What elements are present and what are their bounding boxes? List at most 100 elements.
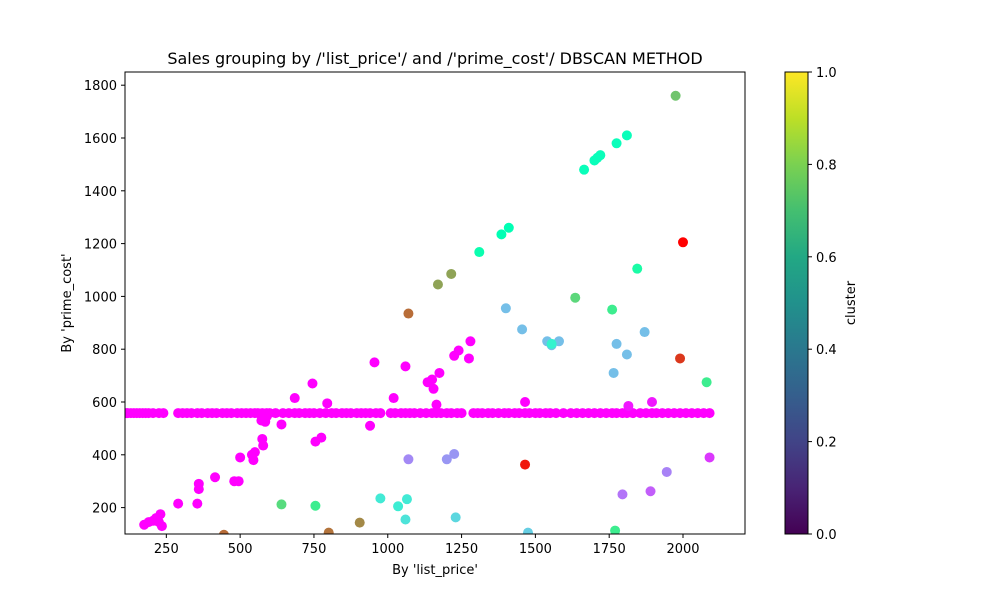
data-point [670, 90, 681, 101]
x-tick-label: 1750 [593, 542, 626, 557]
y-tick-label: 1200 [84, 238, 117, 253]
data-point [173, 498, 184, 509]
data-point [570, 292, 581, 303]
data-point [579, 164, 590, 175]
y-tick-label: 800 [92, 343, 117, 358]
data-point [611, 138, 622, 149]
data-point [156, 521, 167, 532]
data-point [316, 432, 327, 443]
data-point [218, 529, 229, 534]
data-point [233, 476, 244, 487]
colorbar-tick-label: 0.0 [816, 528, 837, 543]
data-point [675, 353, 686, 364]
colorbar-gradient [784, 71, 809, 535]
data-point [375, 493, 386, 504]
data-point [704, 408, 715, 419]
y-tick-label: 1600 [84, 132, 117, 147]
data-point [403, 454, 414, 465]
colorbar-tick-label: 0.8 [816, 158, 837, 173]
colorbar-tick-label: 1.0 [816, 66, 837, 81]
data-point [310, 500, 321, 511]
data-point [645, 486, 656, 497]
data-point [704, 452, 715, 463]
data-point [678, 237, 688, 248]
data-point [249, 447, 260, 458]
data-point [258, 440, 269, 451]
y-tick-label: 200 [92, 502, 117, 517]
colorbar-tick-label: 0.6 [816, 251, 837, 266]
x-axis-label: By 'list_price' [392, 563, 478, 578]
data-point [465, 336, 476, 347]
data-point [428, 383, 439, 394]
data-point [158, 408, 169, 419]
data-point [621, 349, 632, 360]
data-point [453, 345, 464, 356]
data-point [608, 367, 619, 378]
colorbar-tick-label: 0.4 [816, 343, 837, 358]
data-point [441, 454, 452, 465]
data-point [270, 408, 281, 419]
y-tick-label: 400 [92, 449, 117, 464]
data-point [456, 408, 467, 419]
data-point [192, 498, 203, 509]
x-axis-ticks: 250 500 750 1000 1250 1500 1750 2000 [154, 534, 700, 557]
x-tick-label: 1500 [519, 542, 552, 557]
data-point [401, 494, 412, 505]
data-point [446, 268, 457, 279]
scatter-points [125, 90, 715, 534]
plot-area [124, 71, 746, 535]
data-point [450, 512, 461, 523]
data-point [193, 478, 204, 489]
data-point [632, 263, 643, 274]
y-axis-ticks: 200 400 600 800 1000 1200 1400 1600 1800 [84, 79, 125, 517]
y-tick-label: 1400 [84, 185, 117, 200]
data-point [546, 338, 557, 349]
data-point [400, 514, 411, 525]
x-tick-label: 750 [302, 542, 327, 557]
data-point [375, 408, 386, 419]
data-point [503, 222, 514, 233]
data-point [210, 472, 221, 483]
data-point [661, 466, 672, 477]
data-point [595, 150, 606, 161]
data-point [393, 501, 404, 512]
data-point [647, 397, 657, 407]
data-point [400, 361, 411, 372]
data-point [427, 374, 438, 385]
data-point [307, 378, 318, 389]
data-point [261, 411, 272, 422]
x-tick-label: 500 [228, 542, 253, 557]
data-point [701, 377, 712, 388]
data-point [621, 130, 632, 141]
data-point [558, 408, 569, 419]
data-point [639, 327, 650, 338]
data-point [432, 279, 443, 290]
data-point [365, 420, 376, 431]
data-point [610, 525, 621, 534]
plot-background [125, 72, 745, 534]
data-point [323, 527, 334, 534]
data-point [322, 398, 333, 409]
chart-title: Sales grouping by /'list_price'/ and /'p… [167, 49, 702, 69]
y-tick-label: 1800 [84, 79, 117, 94]
data-point [520, 397, 531, 407]
data-point [474, 247, 485, 258]
y-tick-label: 600 [92, 396, 117, 411]
data-point [369, 357, 380, 368]
data-point [248, 455, 259, 466]
data-point [496, 229, 507, 240]
x-tick-label: 1250 [445, 542, 478, 557]
x-tick-label: 2000 [666, 542, 699, 557]
data-point [617, 489, 628, 500]
y-tick-label: 1000 [84, 290, 117, 305]
data-point [431, 399, 442, 410]
data-point [354, 517, 365, 528]
colorbar-label: cluster [844, 280, 859, 325]
data-point [500, 303, 511, 314]
x-tick-label: 250 [154, 542, 179, 557]
data-point [627, 408, 638, 419]
data-point [607, 304, 618, 315]
data-point [611, 338, 622, 349]
data-point [388, 393, 399, 404]
